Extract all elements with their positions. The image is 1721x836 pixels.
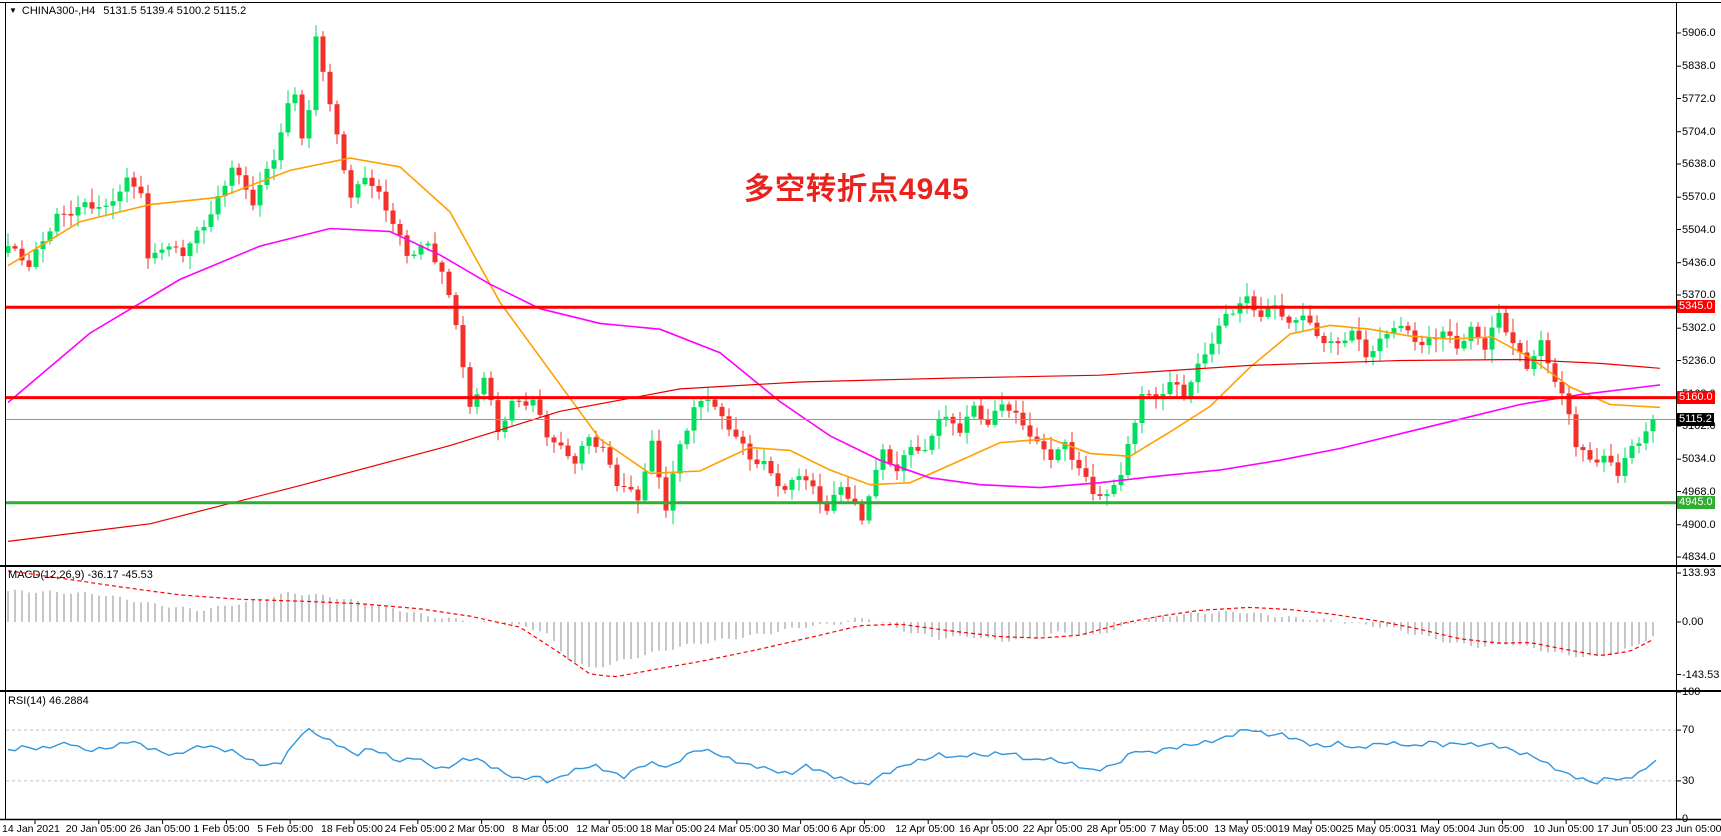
- x-axis-label: 10 Jun 05:00: [1533, 823, 1594, 835]
- x-axis-label: 13 May 05:00: [1214, 823, 1278, 835]
- y-axis-label: 5906.0: [1682, 27, 1716, 39]
- x-axis-label: 24 Mar 05:00: [703, 823, 766, 835]
- x-axis-label: 6 Apr 05:00: [831, 823, 886, 835]
- y-axis-label: 5370.0: [1682, 289, 1716, 301]
- y-axis-label: 5838.0: [1682, 60, 1716, 73]
- price-badge: 4945.0: [1677, 495, 1715, 509]
- x-axis-label: 18 Feb 05:00: [321, 823, 383, 835]
- symbol-timeframe-label: CHINA300-,H4: [21, 5, 96, 17]
- y-axis-label: 4834.0: [1682, 551, 1716, 563]
- x-axis-label: 19 May 05:00: [1278, 823, 1342, 835]
- rsi-axis-label: 100: [1682, 686, 1701, 698]
- x-axis-label: 18 Mar 05:00: [640, 823, 702, 835]
- x-axis-label: 30 Mar 05:00: [767, 823, 830, 835]
- ohlc-values: 5131.5 5139.4 5100.2 5115.2: [103, 5, 247, 17]
- price-badge: 5115.2: [1677, 412, 1714, 426]
- chart-annotation-text: 多空转折点4945: [744, 173, 970, 206]
- y-axis-label: 5704.0: [1682, 125, 1716, 138]
- y-axis-label: 5504.0: [1682, 223, 1716, 236]
- x-axis-label: 8 Mar 05:00: [512, 823, 569, 835]
- y-axis-label: 4968.0: [1682, 485, 1716, 498]
- x-axis-label: 7 May 05:00: [1150, 823, 1209, 835]
- x-axis-label: 22 Apr 05:00: [1022, 823, 1083, 835]
- x-axis-label: 25 May 05:00: [1341, 823, 1406, 835]
- macd-axis-label: 133.93: [1682, 566, 1716, 579]
- x-axis-label: 2 Mar 05:00: [448, 823, 505, 835]
- x-axis-label: 23 Jun 05:00: [1660, 823, 1721, 835]
- x-axis-label: 28 Apr 05:00: [1086, 823, 1147, 835]
- y-axis-label: 5772.0: [1682, 92, 1716, 105]
- x-axis-label: 5 Feb 05:00: [257, 823, 314, 835]
- macd-indicator-label: MACD(12,26,9) -36.17 -45.53: [8, 569, 153, 581]
- x-axis-label: 16 Apr 05:00: [959, 823, 1019, 835]
- y-axis-label: 5436.0: [1682, 256, 1716, 269]
- symbol-header[interactable]: ▼ CHINA300-,H4 5131.5 5139.4 5100.2 5115.2: [9, 5, 246, 17]
- rsi-axis-label: 70: [1682, 724, 1695, 737]
- rsi-axis-label: 30: [1682, 774, 1695, 787]
- chevron-down-icon[interactable]: ▼: [9, 6, 17, 15]
- y-axis-label: 4900.0: [1682, 518, 1716, 531]
- x-axis-label: 14 Jan 2021: [2, 823, 60, 835]
- macd-axis-label: -143.53: [1682, 668, 1720, 681]
- rsi-axis-label: 0: [1682, 813, 1689, 825]
- x-axis-label: 1 Feb 05:00: [193, 823, 250, 835]
- rsi-indicator-label: RSI(14) 46.2884: [8, 695, 89, 707]
- macd-axis-label: 0.00: [1682, 616, 1704, 628]
- price-badge: 5160.0: [1677, 390, 1715, 404]
- y-axis-label: 5034.0: [1682, 453, 1716, 466]
- y-axis-label: 5302.0: [1682, 322, 1716, 335]
- x-axis-label: 31 May 05:00: [1405, 823, 1470, 835]
- x-axis-label: 4 Jun 05:00: [1469, 823, 1525, 835]
- x-axis-label: 12 Apr 05:00: [895, 823, 955, 835]
- y-axis-label: 5638.0: [1682, 158, 1716, 170]
- y-axis-label: 5570.0: [1682, 191, 1716, 204]
- x-axis-label: 26 Jan 05:00: [129, 823, 191, 835]
- y-axis-label: 5236.0: [1682, 354, 1716, 367]
- price-badge: 5345.0: [1677, 300, 1715, 314]
- x-axis-label: 20 Jan 05:00: [65, 823, 127, 835]
- x-axis-label: 17 Jun 05:00: [1597, 823, 1658, 835]
- x-axis-label: 12 Mar 05:00: [576, 823, 639, 835]
- x-axis-label: 24 Feb 05:00: [384, 823, 447, 835]
